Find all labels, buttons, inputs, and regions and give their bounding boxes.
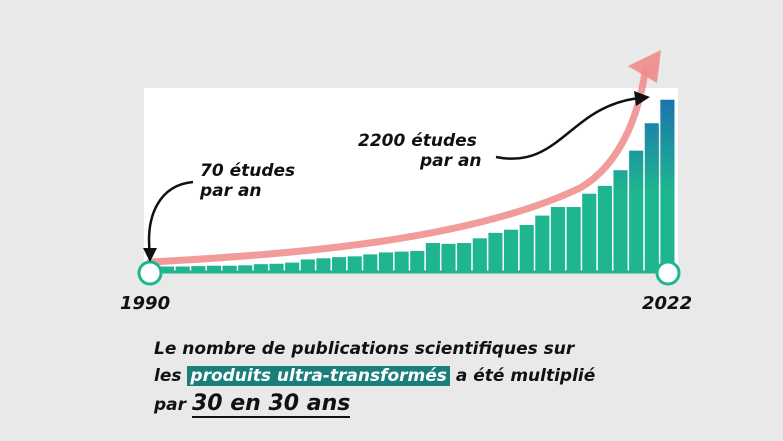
- x-tick-label-end: 2022: [642, 293, 692, 314]
- bar-11: [332, 257, 347, 272]
- bar-6: [253, 264, 268, 272]
- bar-20: [472, 238, 487, 272]
- caption-highlight: produits ultra-transformés: [187, 366, 450, 386]
- trend-arrow-head: [628, 50, 661, 83]
- bar-19: [457, 243, 472, 272]
- bar-0: [160, 266, 175, 272]
- bar-24: [535, 215, 550, 272]
- bar-3: [206, 265, 222, 272]
- bar-26: [566, 207, 581, 272]
- bar-28: [597, 185, 612, 272]
- bar-7: [269, 263, 284, 272]
- bar-13: [363, 254, 378, 272]
- bar-32: [660, 99, 675, 273]
- bar-29: [613, 170, 628, 272]
- caption-line-3: par 30 en 30 ans: [154, 390, 595, 419]
- annotation-end-arrow: [495, 96, 641, 160]
- bar-1: [175, 266, 190, 272]
- bar-4: [222, 265, 237, 272]
- caption-emphasis: 30 en 30 ans: [191, 391, 351, 418]
- caption-line-2-pre: les: [154, 366, 188, 386]
- bar-22: [504, 229, 519, 272]
- bar-14: [378, 252, 394, 272]
- bar-16: [410, 250, 425, 272]
- caption-line-3-pre: par: [154, 395, 192, 415]
- bar-30: [629, 150, 644, 272]
- bar-2: [191, 266, 206, 272]
- bar-5: [238, 265, 253, 272]
- annotation-end-line2: par an: [419, 151, 482, 171]
- caption-line-2: les produits ultra-transformés a été mul…: [154, 363, 595, 390]
- bar-10: [316, 258, 331, 272]
- annotation-start-arrow: [147, 180, 194, 256]
- caption-line-1: Le nombre de publications scientifiques …: [154, 339, 575, 359]
- caption-line-2-post: a été multiplié: [449, 366, 596, 386]
- annotation-end-line1: 2200 études: [358, 131, 477, 151]
- bar-31: [644, 123, 659, 272]
- bar-17: [425, 243, 440, 272]
- bar-23: [519, 225, 534, 272]
- bars-group: [160, 99, 675, 273]
- bar-15: [394, 251, 409, 272]
- bar-18: [441, 243, 456, 272]
- bar-21: [488, 232, 503, 272]
- axis-start-circle: [137, 260, 163, 286]
- bar-27: [582, 193, 597, 272]
- annotation-start-line2: par an: [199, 181, 262, 201]
- bar-9: [300, 259, 315, 272]
- bar-8: [285, 262, 300, 272]
- annotation-start-arrow-head: [143, 248, 157, 262]
- annotation-end-arrow-head: [634, 91, 650, 106]
- caption: Le nombre de publications scientifiques …: [154, 336, 595, 419]
- trend-arrow-line: [146, 68, 649, 266]
- bar-12: [347, 256, 362, 272]
- bar-25: [550, 207, 566, 272]
- axis-end-circle: [655, 260, 681, 286]
- x-tick-label-start: 1990: [120, 293, 170, 314]
- annotation-start-line1: 70 études: [200, 161, 295, 181]
